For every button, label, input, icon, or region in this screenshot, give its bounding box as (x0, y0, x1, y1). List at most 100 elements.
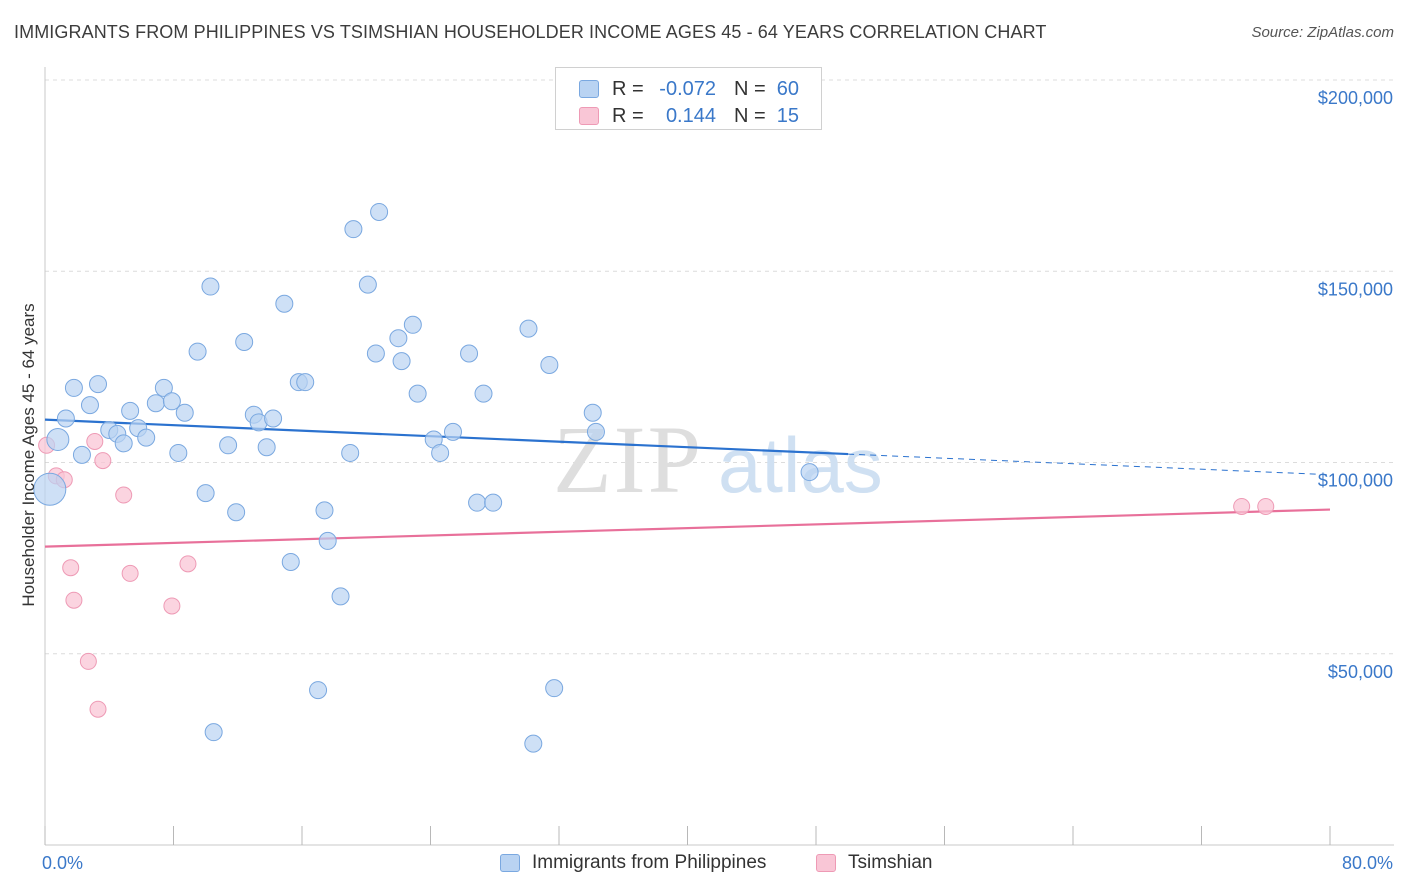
data-point-tsimshian (62, 559, 80, 577)
data-point-philippines (257, 438, 276, 457)
data-point-philippines (89, 375, 108, 394)
y-tick-label: $150,000 (1318, 279, 1393, 299)
y-tick-label: $50,000 (1328, 662, 1393, 682)
y-tick-label: $100,000 (1318, 471, 1393, 491)
legend-label: Immigrants from Philippines (532, 852, 767, 873)
data-point-philippines (586, 422, 605, 441)
r-label: R = (612, 105, 644, 127)
data-point-philippines (235, 333, 254, 352)
r-label: R = (612, 78, 644, 100)
data-point-philippines (389, 329, 408, 348)
data-point-philippines (196, 484, 215, 503)
data-point-philippines (188, 342, 207, 361)
data-point-philippines (121, 401, 140, 420)
data-point-tsimshian (115, 486, 133, 504)
data-point-philippines (64, 378, 83, 397)
data-point-philippines (474, 384, 493, 403)
watermark: ZIP atlas (553, 406, 883, 513)
chart-title: IMMIGRANTS FROM PHILIPPINES VS TSIMSHIAN… (14, 22, 1047, 42)
data-point-philippines (583, 403, 602, 422)
data-point-philippines (540, 355, 559, 374)
data-point-philippines (201, 277, 220, 296)
data-point-tsimshian (89, 700, 107, 718)
x-tick-label: 80.0% (1342, 853, 1393, 873)
trend-line-philippines-extension (848, 453, 1331, 476)
data-point-philippines (137, 428, 156, 447)
correlation-legend: R = -0.072 N = 60 R = 0.144 N = 15 (555, 67, 822, 130)
data-point-philippines (468, 493, 487, 512)
data-point-philippines (80, 396, 99, 415)
legend-swatch-blue (500, 854, 520, 872)
data-point-philippines (315, 501, 334, 520)
data-point-tsimshian (94, 452, 112, 470)
data-point-philippines (524, 734, 543, 753)
data-point-philippines (309, 681, 328, 700)
data-point-philippines (275, 294, 294, 313)
data-points (33, 202, 1275, 753)
data-point-philippines (162, 392, 181, 411)
data-point-tsimshian (163, 597, 181, 615)
data-point-philippines (204, 723, 223, 742)
n-value: 60 (776, 78, 799, 100)
legend-swatch-blue (579, 80, 599, 98)
r-value: 0.144 (665, 105, 716, 127)
y-axis-label: Householder Income Ages 45 - 64 years (19, 303, 38, 606)
grid-lines (45, 79, 1394, 655)
data-point-philippines (72, 445, 91, 464)
watermark-zip: ZIP (553, 406, 703, 513)
data-point-philippines (344, 220, 363, 239)
data-point-philippines (175, 403, 194, 422)
trend-line-tsimshian (44, 508, 1331, 548)
n-label: N = (734, 78, 766, 100)
legend-row-tsimshian: R = 0.144 N = 15 (556, 103, 821, 131)
n-value: 15 (776, 105, 799, 127)
data-point-philippines (460, 344, 479, 363)
data-point-philippines (519, 319, 538, 338)
n-label: N = (734, 105, 766, 127)
axes (44, 67, 1394, 846)
data-point-philippines (46, 428, 70, 452)
data-point-philippines (431, 443, 450, 462)
data-point-philippines (114, 434, 133, 453)
data-point-philippines (331, 587, 350, 606)
data-point-philippines (358, 275, 377, 294)
data-point-philippines (366, 344, 385, 363)
data-point-philippines (443, 422, 462, 441)
data-point-philippines (264, 409, 283, 428)
data-point-philippines (392, 352, 411, 371)
data-point-philippines (408, 384, 427, 403)
x-tick-label: 0.0% (42, 853, 83, 873)
data-point-tsimshian (79, 652, 97, 670)
legend-swatch-pink (579, 107, 599, 125)
data-point-philippines (318, 531, 337, 550)
data-point-philippines (227, 503, 246, 522)
data-point-tsimshian (86, 432, 104, 450)
data-point-philippines (403, 315, 422, 334)
data-point-tsimshian (65, 591, 83, 609)
data-point-tsimshian (1233, 497, 1251, 515)
data-point-philippines (370, 202, 389, 221)
data-point-philippines (219, 436, 238, 455)
legend-label: Tsimshian (848, 852, 933, 873)
data-point-philippines (56, 409, 75, 428)
data-point-philippines (800, 463, 819, 482)
watermark-atlas: atlas (718, 421, 883, 509)
data-point-philippines (341, 443, 360, 462)
tick-labels: $50,000 $100,000 $150,000 $200,000 0.0% 80.0% (42, 88, 1393, 873)
data-point-philippines (296, 373, 315, 392)
data-point-tsimshian (1257, 497, 1275, 515)
legend-row-philippines: R = -0.072 N = 60 (556, 76, 821, 104)
legend-swatch-pink (816, 854, 836, 872)
data-point-philippines (281, 552, 300, 571)
source-label: Source: ZipAtlas.com (1251, 24, 1394, 41)
r-value: -0.072 (659, 78, 716, 100)
data-point-philippines (484, 493, 503, 512)
y-tick-label: $200,000 (1318, 88, 1393, 108)
data-point-philippines (33, 472, 67, 506)
data-point-philippines (545, 679, 564, 698)
data-point-philippines (169, 443, 188, 462)
data-point-tsimshian (179, 555, 197, 573)
data-point-philippines (146, 394, 165, 413)
data-point-philippines (154, 378, 173, 397)
